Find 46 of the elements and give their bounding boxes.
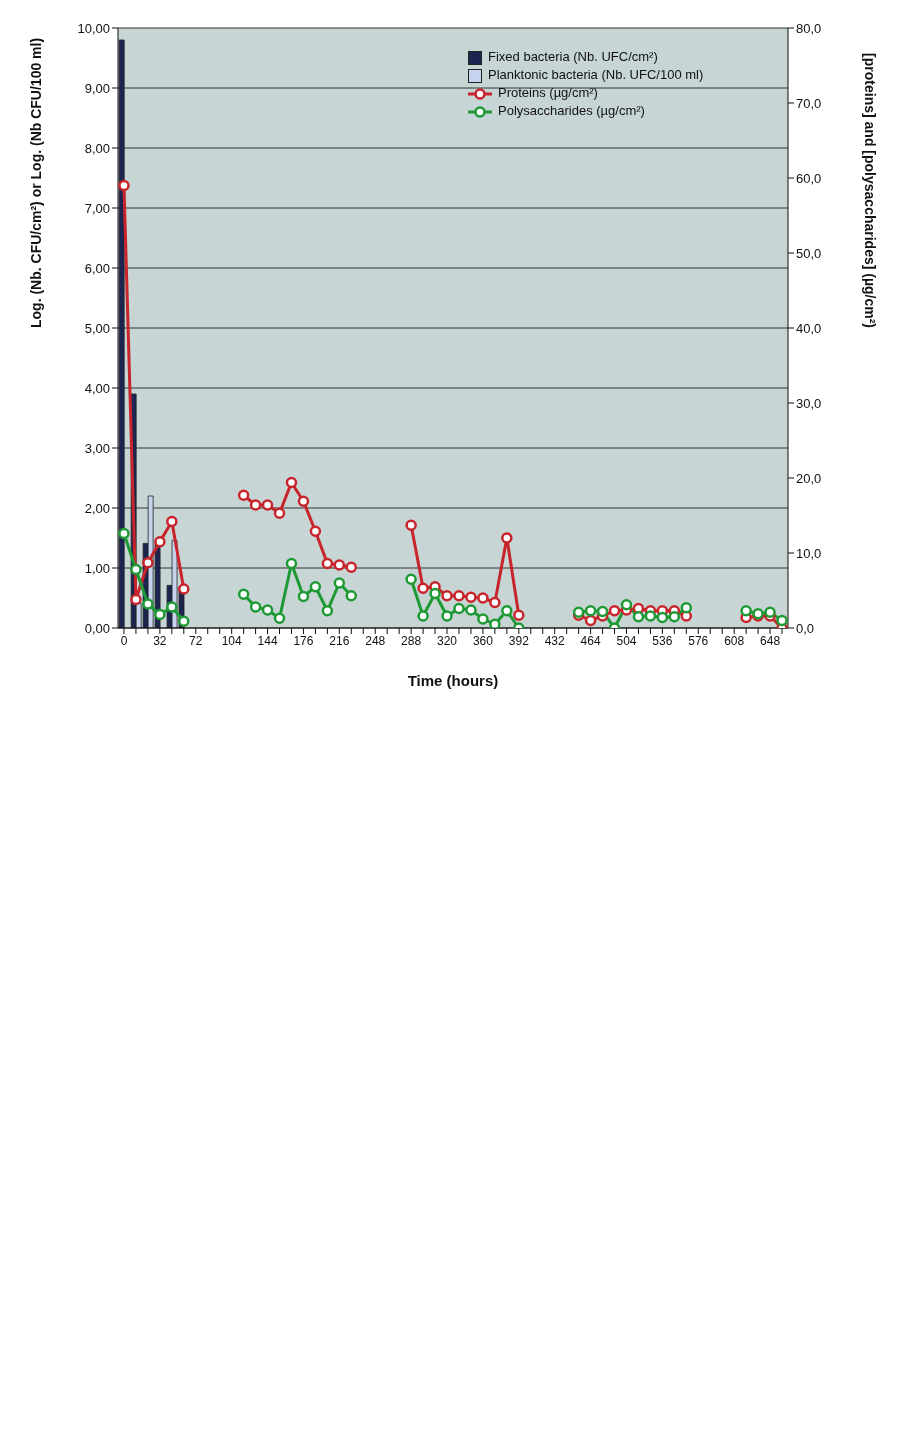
x-tick-label: 32 [153, 633, 167, 648]
y2-tick-label: 20,0 [796, 470, 822, 486]
x-tick-label: 360 [472, 633, 494, 648]
y-tick-label: 9,00 [84, 80, 110, 96]
legend-label: Proteins (µg/cm²) [498, 85, 598, 100]
x-tick-label: 72 [189, 633, 203, 648]
y-tick-label: 8,00 [84, 140, 110, 156]
y-tick-label: 7,00 [84, 200, 110, 216]
y-tick-label: 5,00 [84, 320, 110, 336]
x-tick-label: 392 [508, 633, 530, 648]
y-tick-label: 1,00 [84, 560, 110, 576]
x-tick-label: 504 [616, 633, 637, 648]
y2-tick-label: 50,0 [796, 245, 822, 261]
legend-label: Polysaccharides (µg/cm²) [498, 103, 645, 118]
y2-tick-label: 60,0 [796, 170, 822, 186]
x-tick-label: 576 [688, 633, 709, 648]
y-tick-label: 3,00 [84, 440, 110, 456]
x-tick-label: 432 [544, 633, 566, 648]
x-tick-label: 0 [120, 633, 128, 648]
x-tick-label: 104 [221, 633, 242, 648]
x-axis-title: Time (hours) [407, 672, 499, 689]
y-tick-label: 0,00 [84, 620, 110, 636]
x-tick-label: 608 [724, 633, 745, 648]
y2-axis-title: [proteins] and [polysaccharides] (µg/cm²) [862, 53, 879, 328]
x-tick-label: 216 [329, 633, 350, 648]
x-tick-label: 320 [437, 633, 458, 648]
y2-tick-label: 0,0 [796, 620, 815, 636]
x-tick-label: 144 [257, 633, 278, 648]
y-tick-label: 10,00 [77, 20, 110, 36]
x-tick-label: 648 [760, 633, 781, 648]
x-tick-label: 288 [401, 633, 422, 648]
y-axis-title: Log. (Nb. CFU/cm²) or Log. (Nb CFU/100 ml) [27, 37, 44, 328]
y-tick-label: 4,00 [84, 380, 110, 396]
legend-label: Planktonic bacteria (Nb. UFC/100 ml) [488, 67, 704, 82]
y-tick-label: 2,00 [84, 500, 110, 516]
y2-tick-label: 80,0 [796, 20, 822, 36]
y2-tick-label: 10,0 [796, 545, 822, 561]
legend-label: Fixed bacteria (Nb. UFC/cm²) [488, 49, 658, 64]
x-tick-label: 536 [652, 633, 673, 648]
x-tick-label: 464 [580, 633, 601, 648]
y2-tick-label: 70,0 [796, 95, 822, 111]
x-tick-label: 176 [293, 633, 314, 648]
y2-tick-label: 40,0 [796, 320, 822, 336]
x-tick-label: 248 [365, 633, 386, 648]
y2-tick-label: 30,0 [796, 395, 822, 411]
y-tick-label: 6,00 [84, 260, 110, 276]
